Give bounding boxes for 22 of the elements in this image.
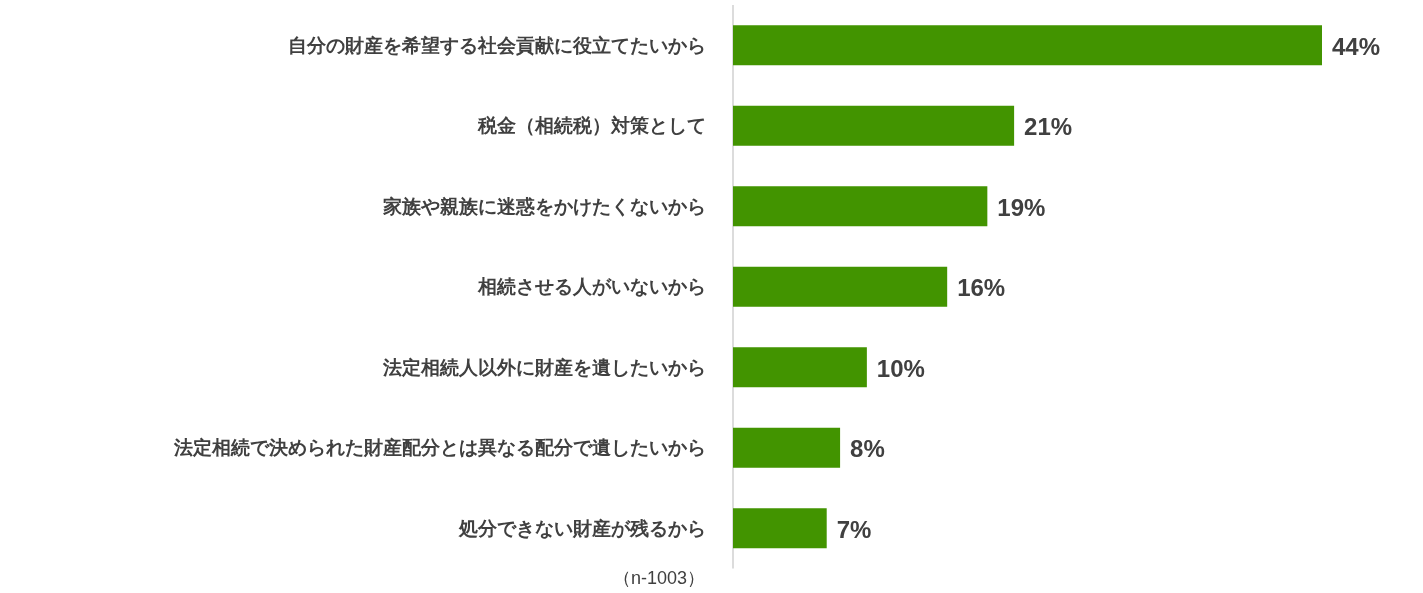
y-tick-label: 自分の財産を希望する社会貢献に役立てたいから: [288, 34, 706, 56]
data-label: 21%: [1024, 113, 1073, 141]
y-tick-label: 処分できない財産が残るから: [458, 517, 706, 539]
data-label: 7%: [836, 515, 872, 543]
text: （n-1003）: [612, 568, 705, 588]
data-label: 16%: [957, 274, 1006, 302]
data-label: 10%: [876, 354, 925, 382]
bar: [733, 25, 1322, 66]
data-label: 44%: [1332, 32, 1381, 60]
y-tick-label: 法定相続で決められた財産配分とは異なる配分で遺したいから: [173, 437, 706, 459]
bar: [733, 508, 827, 549]
bar: [733, 266, 948, 307]
bar: [733, 105, 1015, 146]
y-tick-label: 家族や親族に迷惑をかけたくないから: [382, 195, 706, 217]
y-tick-label: 税金（相続税）対策として: [477, 115, 706, 137]
bar: [733, 347, 867, 388]
data-label: 19%: [997, 193, 1046, 221]
y-tick-label: 相続させる人がいないから: [477, 276, 706, 298]
bar: [733, 186, 988, 227]
bar: [733, 427, 841, 468]
y-tick-label: 法定相続人以外に財産を遺したいから: [382, 356, 706, 378]
data-label: 8%: [850, 435, 885, 463]
